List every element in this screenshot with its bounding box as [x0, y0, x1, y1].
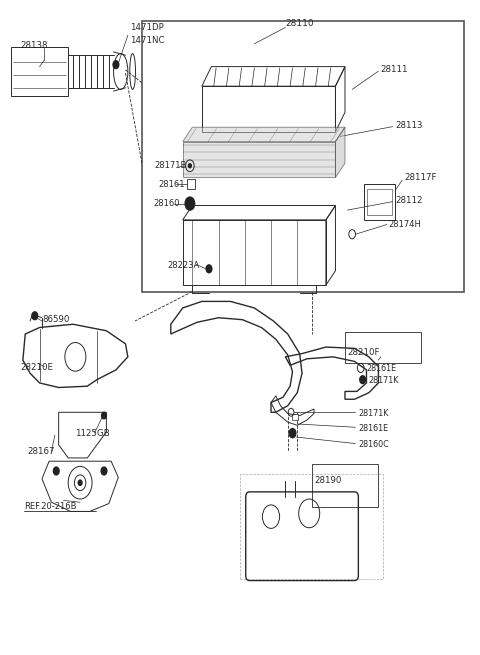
Text: 28171K: 28171K: [369, 376, 399, 385]
Text: 28223A: 28223A: [168, 261, 200, 270]
Text: 28111: 28111: [381, 66, 408, 75]
Circle shape: [185, 197, 195, 210]
Text: 28171B: 28171B: [154, 161, 186, 170]
Bar: [364, 184, 395, 220]
Text: 28171K: 28171K: [359, 409, 389, 418]
Polygon shape: [183, 141, 336, 178]
Circle shape: [101, 467, 107, 475]
Text: 1471NC: 1471NC: [130, 36, 165, 45]
Circle shape: [32, 312, 37, 320]
Text: 28112: 28112: [395, 196, 422, 205]
Text: 28161E: 28161E: [359, 424, 388, 433]
Text: 28113: 28113: [395, 121, 422, 130]
Text: 28110: 28110: [285, 19, 314, 28]
Text: REF.20-216B: REF.20-216B: [24, 502, 77, 512]
Text: 28160C: 28160C: [359, 440, 389, 449]
Text: 28138: 28138: [21, 41, 48, 50]
Text: 28210E: 28210E: [21, 364, 53, 373]
Bar: [292, 413, 298, 420]
Circle shape: [102, 412, 107, 419]
Text: 86590: 86590: [42, 315, 69, 324]
Text: 28117F: 28117F: [405, 173, 437, 182]
Polygon shape: [336, 127, 345, 178]
Circle shape: [289, 428, 296, 438]
Circle shape: [206, 265, 212, 272]
Circle shape: [53, 467, 59, 475]
Bar: [345, 332, 421, 364]
Bar: [187, 179, 195, 189]
Bar: [240, 474, 383, 578]
Polygon shape: [183, 127, 345, 141]
Text: 1125GB: 1125GB: [75, 428, 110, 438]
Circle shape: [360, 376, 365, 384]
Text: 28160: 28160: [153, 199, 180, 208]
Text: 28210F: 28210F: [348, 348, 380, 357]
Bar: [312, 464, 378, 507]
Text: 28161E: 28161E: [366, 364, 396, 373]
Text: 28190: 28190: [314, 476, 341, 485]
Bar: [367, 189, 392, 215]
Text: 28167: 28167: [28, 447, 55, 456]
Circle shape: [113, 61, 119, 69]
Circle shape: [189, 164, 192, 168]
Text: 28174H: 28174H: [388, 220, 421, 229]
Circle shape: [78, 480, 82, 485]
Text: 1471DP: 1471DP: [130, 23, 164, 32]
Text: 28161: 28161: [159, 179, 185, 189]
Bar: [142, 21, 464, 291]
